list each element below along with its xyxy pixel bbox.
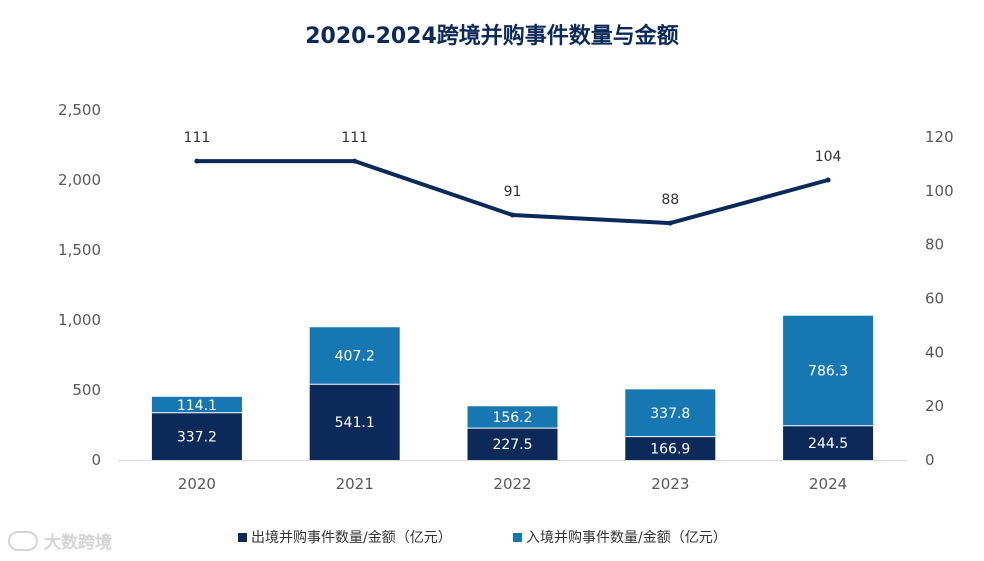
- line-point: [825, 177, 831, 183]
- bar-outbound: [783, 425, 874, 460]
- bar-outbound: [467, 428, 558, 460]
- watermark-logo-icon: [8, 530, 38, 551]
- bar-outbound: [309, 384, 400, 460]
- data-label-outbound: 166.9: [650, 441, 690, 457]
- y-right-tick-label: 100: [925, 182, 954, 200]
- legend-label-outbound: 出境并购事件数量/金额（亿元）: [251, 530, 452, 546]
- y-right-tick-label: 60: [925, 289, 944, 307]
- data-label-line: 91: [504, 184, 522, 200]
- legend-item-outbound[interactable]: 出境并购事件数量/金额（亿元）: [238, 527, 452, 547]
- data-label-outbound: 244.5: [808, 436, 848, 452]
- bar-inbound: [625, 389, 716, 437]
- legend-item-inbound[interactable]: 入境并购事件数量/金额（亿元）: [513, 527, 727, 547]
- chart-title: 2020-2024跨境并购事件数量与金额: [305, 24, 679, 49]
- data-label-line: 104: [815, 149, 842, 165]
- y-right-tick-label: 40: [925, 343, 944, 361]
- bar-outbound: [625, 436, 716, 460]
- data-label-inbound: 786.3: [808, 364, 848, 380]
- data-label-outbound: 337.2: [177, 429, 217, 445]
- data-label-inbound: 337.8: [650, 406, 690, 422]
- watermark: 大数跨境: [8, 528, 112, 553]
- data-label-inbound: 407.2: [335, 349, 375, 365]
- bar-inbound: [151, 396, 242, 413]
- line-point: [194, 158, 200, 164]
- bar-inbound: [467, 406, 558, 429]
- data-label-outbound: 541.1: [335, 415, 375, 431]
- y-left-tick-label: 500: [72, 381, 101, 399]
- data-label-line: 88: [661, 192, 679, 208]
- bar-outbound: [151, 412, 242, 460]
- x-tick-label: 2024: [809, 475, 847, 493]
- y-left-tick-label: 1,500: [58, 241, 101, 259]
- watermark-text: 大数跨境: [44, 533, 112, 553]
- bar-inbound: [783, 315, 874, 426]
- data-label-inbound: 114.1: [177, 398, 217, 414]
- line-point: [667, 220, 673, 226]
- bar-inbound: [309, 327, 400, 385]
- line-point: [352, 158, 358, 164]
- x-tick-label: 2021: [336, 475, 374, 493]
- y-right-tick-label: 120: [925, 128, 954, 146]
- y-left-tick-label: 2,000: [58, 171, 101, 189]
- legend-label-inbound: 入境并购事件数量/金额（亿元）: [526, 530, 727, 546]
- y-left-tick-label: 0: [91, 451, 101, 469]
- y-right-tick-label: 20: [925, 397, 944, 415]
- y-left-tick-label: 1,000: [58, 311, 101, 329]
- y-left-tick-label: 2,500: [58, 101, 101, 119]
- x-tick-label: 2023: [651, 475, 689, 493]
- y-right-tick-label: 0: [925, 451, 935, 469]
- data-label-line: 111: [341, 130, 368, 146]
- y-right-tick-label: 80: [925, 236, 944, 254]
- data-label-line: 111: [184, 130, 211, 146]
- x-tick-label: 2020: [178, 475, 216, 493]
- legend-swatch-outbound: [238, 532, 247, 542]
- line-point: [510, 212, 515, 218]
- legend-swatch-inbound: [513, 532, 522, 542]
- x-tick-label: 2022: [493, 475, 531, 493]
- data-label-outbound: 227.5: [492, 437, 532, 453]
- data-label-inbound: 156.2: [492, 410, 532, 426]
